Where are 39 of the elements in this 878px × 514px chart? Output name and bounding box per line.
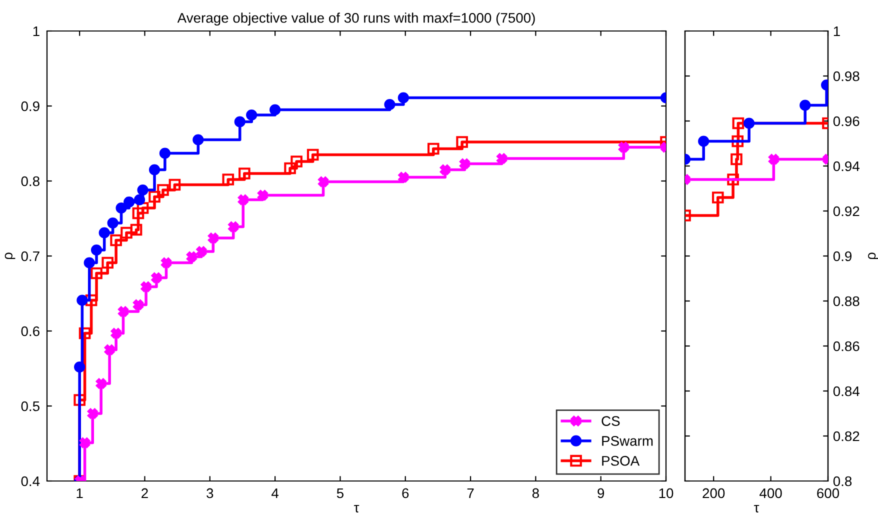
y-axis-title: ρ: [4, 252, 16, 260]
y-tick-label: 0.4: [21, 476, 40, 486]
x-tick-label: 10: [659, 488, 674, 498]
y2-tick-label: 0.84: [833, 386, 860, 396]
y2-tick-label: 0.86: [833, 341, 860, 352]
x-tick-label: 600: [817, 488, 840, 498]
y-tick-label: 1: [33, 26, 40, 36]
y2-tick-label: 0.98: [833, 71, 860, 82]
x-tick-label: 3: [206, 488, 214, 498]
y-tick-label: 0.5: [21, 401, 40, 412]
y2-tick-label: 1: [834, 26, 840, 36]
legend-label: PSwarm: [602, 436, 653, 446]
legend-label: PSOA: [602, 456, 640, 466]
x-tick-label: 400: [760, 488, 782, 498]
y-tick-label: 0.7: [21, 251, 40, 262]
x-tick-label: 6: [402, 488, 409, 498]
x-tick-label: 5: [336, 488, 344, 498]
y2-tick-label: 0.92: [833, 206, 860, 216]
y-tick-label: 0.9: [21, 101, 40, 112]
y2-tick-label: 0.96: [833, 116, 860, 126]
x-tick-label: 7: [467, 488, 474, 498]
x-tick-label: 1: [76, 488, 83, 498]
x-tick-label: 8: [532, 488, 539, 498]
y2-tick-label: 0.82: [833, 431, 860, 442]
y2-tick-label: 0.94: [833, 161, 860, 172]
x-tick-label: 2: [142, 488, 148, 498]
legend-label: CS: [602, 416, 620, 426]
x-tick-label: 200: [702, 488, 725, 498]
x-axis-title: τ: [354, 505, 360, 512]
x-axis-title: τ: [754, 505, 760, 512]
x-tick-label: 9: [598, 488, 604, 498]
y2-tick-label: 0.9: [833, 251, 852, 262]
chart-title: Average objective value of 30 runs with maxf=1000 (7500): [177, 12, 535, 26]
y-tick-label: 0.8: [21, 176, 40, 186]
y2-axis-title: ρ: [868, 252, 878, 260]
y2-tick-label: 0.88: [833, 296, 860, 306]
x-tick-label: 4: [272, 488, 279, 498]
y2-tick-label: 0.8: [833, 476, 852, 486]
y-tick-label: 0.6: [21, 326, 40, 336]
